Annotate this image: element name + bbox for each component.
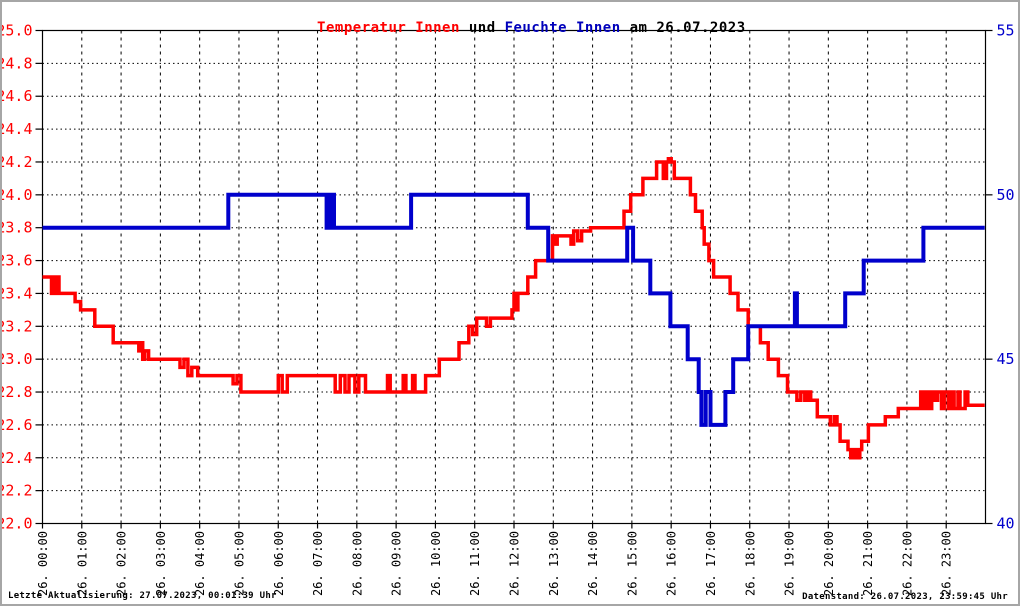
chart-title: Temperatur Innen und Feuchte Innen am 26… (42, 4, 985, 52)
y-left-tick-label: 23.0 (0, 350, 33, 368)
x-tick-label: 26. 10:00 (429, 531, 443, 596)
y-left-tick-label: 23.4 (0, 284, 33, 302)
x-tick-label: 26. 13:00 (547, 531, 561, 596)
y-left-tick-label: 23.2 (0, 317, 33, 335)
x-tick-label: 26. 18:00 (743, 531, 757, 596)
y-left-tick-label: 22.4 (0, 449, 33, 467)
y-left-tick-label: 24.6 (0, 87, 33, 105)
last-update-text: Letzte Aktualisierung: 27.07.2023, 00:01… (8, 591, 277, 601)
title-date-label: am 26.07.2023 (620, 20, 746, 36)
y-left-tick-label: 22.6 (0, 416, 33, 434)
y-right-tick-label: 40 (997, 515, 1015, 533)
y-right-tick-label: 45 (997, 350, 1015, 368)
x-tick-label: 26. 11:00 (468, 531, 482, 596)
x-tick-label: 26. 06:00 (272, 531, 286, 596)
y-left-tick-label: 23.8 (0, 219, 33, 237)
x-tick-label: 26. 08:00 (350, 531, 364, 596)
data-timestamp-text: Datenstand: 26.07.2023, 23:59:45 Uhr (802, 592, 1008, 602)
title-conjunction: und (459, 20, 505, 36)
x-tick-label: 26. 09:00 (390, 531, 404, 596)
x-tick-label: 26. 22:00 (900, 531, 914, 596)
x-tick-label: 26. 14:00 (586, 531, 600, 596)
x-tick-label: 26. 02:00 (115, 531, 129, 596)
x-tick-label: 26. 07:00 (311, 531, 325, 596)
title-humidity-label: Feuchte Innen (504, 20, 621, 36)
y-right-tick-label: 55 (997, 22, 1015, 40)
y-left-tick-label: 23.6 (0, 252, 33, 270)
y-left-tick-label: 24.8 (0, 54, 33, 72)
y-left-tick-label: 24.0 (0, 186, 33, 204)
y-left-tick-label: 24.4 (0, 120, 33, 138)
x-tick-label: 26. 15:00 (625, 531, 639, 596)
x-tick-label: 26. 12:00 (508, 531, 522, 596)
y-left-tick-label: 22.8 (0, 383, 33, 401)
x-tick-label: 26. 23:00 (940, 531, 954, 596)
y-left-tick-label: 25.0 (0, 22, 33, 40)
humidity-line (42, 192, 985, 427)
x-tick-label: 26. 17:00 (704, 531, 718, 596)
x-tick-label: 26. 16:00 (665, 531, 679, 596)
x-tick-label: 26. 01:00 (75, 531, 89, 596)
y-right-tick-label: 50 (997, 186, 1015, 204)
title-temperature-label: Temperatur Innen (317, 20, 460, 36)
y-left-tick-label: 22.0 (0, 515, 33, 533)
x-tick-label: 26. 05:00 (232, 531, 246, 596)
x-tick-label: 26. 20:00 (822, 531, 836, 596)
x-tick-label: 26. 21:00 (861, 531, 875, 596)
x-tick-label: 26. 04:00 (193, 531, 207, 596)
temperature-line (42, 156, 985, 460)
y-left-tick-label: 24.2 (0, 153, 33, 171)
x-tick-label: 26. 19:00 (783, 531, 797, 596)
x-tick-label: 26. 00:00 (36, 531, 50, 596)
y-left-tick-label: 22.2 (0, 482, 33, 500)
x-tick-label: 26. 03:00 (154, 531, 168, 596)
